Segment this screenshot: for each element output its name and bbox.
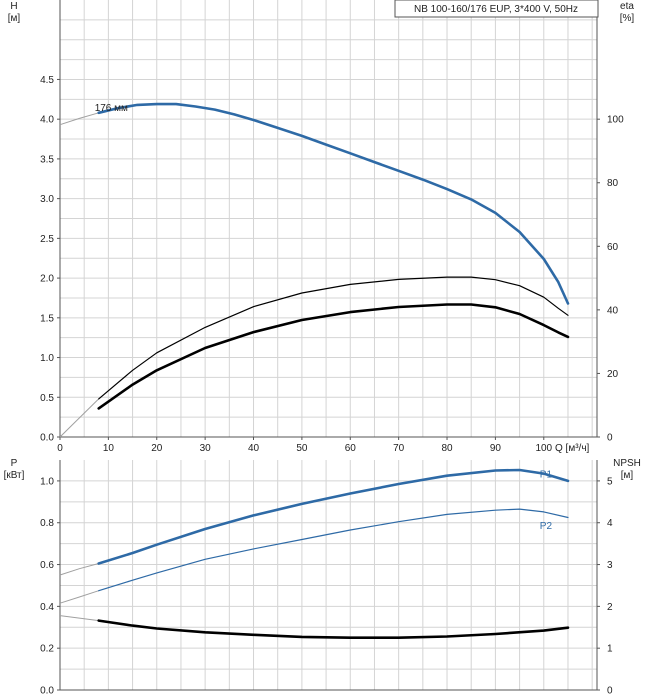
chart-title: NB 100-160/176 EUP, 3*400 V, 50Hz — [414, 4, 578, 15]
lower-series-1-label: P2 — [540, 521, 553, 532]
upper-series-1-extrapolation — [59, 398, 100, 438]
lower-left-tick-label: 0.6 — [40, 560, 54, 571]
x-tick-label: 60 — [345, 443, 357, 454]
lower-right-tick-label: 1 — [607, 644, 613, 655]
lower-right-axis-label-line1: NPSH — [613, 458, 641, 469]
upper-left-axis-label-line1: H — [10, 1, 17, 12]
lower-series-2-line — [97, 619, 570, 639]
x-tick-label: 80 — [441, 443, 453, 454]
lower-left-axis-label-line2: [кВт] — [4, 470, 25, 481]
upper-left-tick-label: 0.5 — [40, 393, 54, 404]
lower-series-0-line — [97, 468, 570, 565]
lower-tick-labels: 0.0 0.2 0.4 0.6 0.8 1.0 0 1 2 3 4 5 — [40, 476, 613, 696]
upper-right-tick-label: 60 — [607, 242, 619, 253]
upper-left-tick-label: 1.0 — [40, 353, 54, 364]
upper-axes — [59, 0, 598, 438]
x-tick-label: 0 — [57, 443, 63, 454]
lower-left-tick-label: 0.2 — [40, 644, 54, 655]
lower-right-tick-label: 2 — [607, 602, 613, 613]
x-tick-label: 40 — [248, 443, 260, 454]
lower-right-tick-label: 4 — [607, 518, 613, 529]
lower-left-tick-label: 1.0 — [40, 476, 54, 487]
lower-right-tick-label: 5 — [607, 476, 613, 487]
upper-left-tick-label: 0.0 — [40, 433, 54, 444]
x-tick-label: 90 — [490, 443, 502, 454]
lower-left-tick-label: 0.8 — [40, 518, 54, 529]
upper-left-tick-label: 4.0 — [40, 115, 54, 126]
x-tick-label: 70 — [393, 443, 405, 454]
lower-series-1-line — [98, 508, 569, 592]
lower-series: P1 P2 — [59, 468, 570, 639]
lower-left-axis-label-line1: P — [11, 458, 18, 469]
upper-tick-labels: 0.0 0.5 1.0 1.5 2.0 2.5 3.0 3.5 4.0 4.5 0 20 40 60 80 1… — [40, 75, 624, 454]
upper-right-tick-label: 80 — [607, 178, 619, 189]
upper-right-tick-label: 40 — [607, 305, 619, 316]
upper-right-axis-label-line1: eta — [620, 1, 634, 12]
upper-series-0-line — [97, 102, 570, 305]
upper-right-axis-label-line2: [%] — [620, 13, 635, 24]
upper-series-1-line — [98, 276, 569, 400]
upper-series-0-label: 176 мм — [95, 103, 128, 114]
lower-left-tick-label: 0.0 — [40, 686, 54, 697]
x-axis-label: Q [м³/ч] — [555, 443, 590, 454]
upper-left-tick-label: 2.5 — [40, 234, 54, 245]
lower-right-axis-label-line2: [м] — [621, 470, 634, 481]
lower-series-0-label: P1 — [540, 470, 553, 481]
lower-series-2-extrapolation — [59, 615, 99, 622]
lower-left-tick-label: 0.4 — [40, 602, 54, 613]
chart-title-box: NB 100-160/176 EUP, 3*400 V, 50Hz — [394, 0, 599, 18]
lower-right-tick-label: 0 — [607, 686, 613, 697]
upper-series: 176 мм — [59, 102, 570, 438]
upper-left-tick-label: 3.5 — [40, 154, 54, 165]
x-tick-label: 10 — [103, 443, 115, 454]
upper-left-tick-label: 1.5 — [40, 313, 54, 324]
lower-grid — [60, 460, 597, 690]
upper-left-tick-label: 4.5 — [40, 75, 54, 86]
lower-panel: 0.0 0.2 0.4 0.6 0.8 1.0 0 1 2 3 4 5 P1 P2 P [кВт] NP… — [4, 458, 641, 697]
upper-left-tick-label: 2.0 — [40, 274, 54, 285]
x-tick-label: 20 — [151, 443, 163, 454]
upper-series-2-line — [97, 303, 570, 410]
x-tick-label: 100 — [535, 443, 552, 454]
x-tick-label: 50 — [296, 443, 308, 454]
upper-left-tick-label: 3.0 — [40, 194, 54, 205]
upper-right-tick-label: 20 — [607, 369, 619, 380]
upper-right-tick-label: 100 — [607, 115, 624, 126]
lower-axes — [59, 460, 598, 691]
lower-right-tick-label: 3 — [607, 560, 613, 571]
upper-grid — [60, 0, 597, 437]
lower-series-0-extrapolation — [59, 563, 99, 576]
upper-right-tick-label: 0 — [607, 433, 613, 444]
lower-series-1-extrapolation — [59, 590, 99, 604]
upper-left-axis-label-line2: [м] — [8, 13, 21, 24]
upper-series-0-extrapolation — [59, 112, 99, 126]
upper-panel: 0.0 0.5 1.0 1.5 2.0 2.5 3.0 3.5 4.0 4.5 0 20 40 60 80 1… — [8, 0, 635, 454]
x-tick-label: 30 — [200, 443, 212, 454]
